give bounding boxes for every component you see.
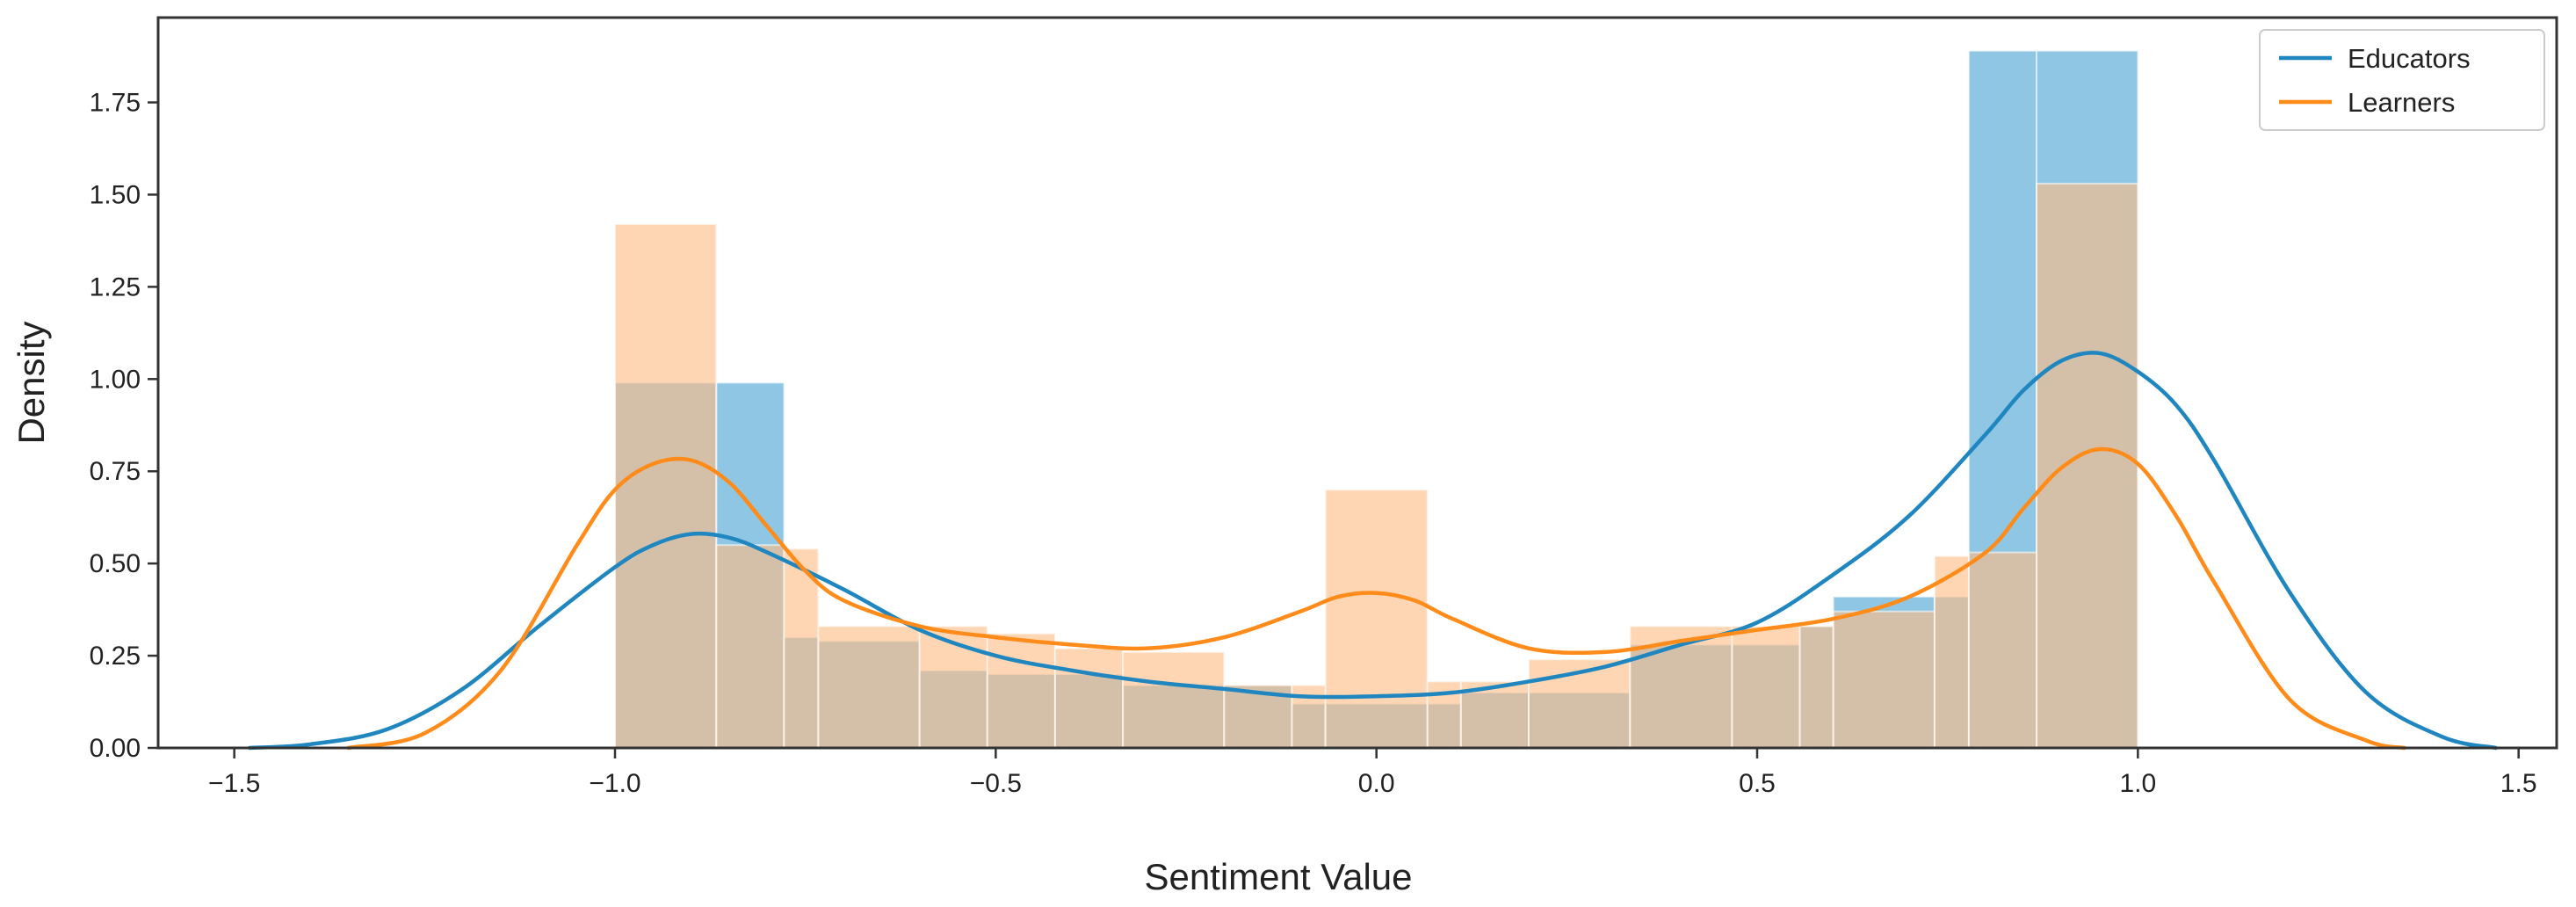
x-tick-label: −1.0 bbox=[589, 769, 640, 798]
histogram-bar-learners bbox=[614, 223, 718, 750]
histogram-bar-learners bbox=[1967, 551, 2038, 749]
legend-label-learners: Learners bbox=[2348, 87, 2455, 118]
x-tick-label: 0.5 bbox=[1739, 769, 1776, 798]
x-axis-ticks: −1.5 −1.0 −0.5 0.0 0.5 1.0 1.5 bbox=[208, 748, 2537, 798]
histogram-bar-learners bbox=[1324, 489, 1429, 749]
y-tick-label: 1.50 bbox=[90, 180, 141, 209]
histogram-bar-learners bbox=[783, 548, 820, 750]
y-tick-label: 0.25 bbox=[90, 642, 141, 671]
histogram-bar-learners bbox=[1122, 650, 1226, 749]
legend-box bbox=[2259, 29, 2545, 131]
y-tick-label: 0.50 bbox=[90, 549, 141, 578]
y-tick-label: 0.75 bbox=[90, 457, 141, 486]
histogram-bar-learners bbox=[1798, 625, 1834, 749]
y-tick-label: 0.00 bbox=[90, 734, 141, 763]
x-tick-label: 0.0 bbox=[1358, 769, 1395, 798]
histogram-bar-learners bbox=[1832, 610, 1936, 749]
histogram-bar-learners bbox=[918, 625, 988, 749]
x-tick-label: 1.0 bbox=[2119, 769, 2156, 798]
histogram-bar-learners bbox=[1459, 680, 1530, 749]
histogram-bars bbox=[614, 49, 2139, 750]
x-tick-label: −1.5 bbox=[208, 769, 260, 798]
x-axis-label: Sentiment Value bbox=[1144, 856, 1412, 897]
histogram-bar-learners bbox=[1731, 625, 1801, 749]
x-tick-label: −0.5 bbox=[970, 769, 1022, 798]
y-tick-label: 1.00 bbox=[90, 365, 141, 394]
histogram-bar-learners bbox=[1933, 555, 1970, 749]
y-axis-ticks: 0.00 0.25 0.50 0.75 1.00 1.25 1.50 1.75 bbox=[90, 89, 158, 763]
plot-frame bbox=[156, 16, 2558, 750]
kde-line-learners bbox=[346, 446, 2406, 751]
y-axis-label: Density bbox=[11, 321, 52, 444]
histogram-bar-learners bbox=[715, 544, 785, 750]
x-tick-label: 1.5 bbox=[2500, 769, 2537, 798]
y-tick-label: 1.25 bbox=[90, 272, 141, 301]
legend: Educators Learners bbox=[2259, 29, 2545, 131]
histogram-bar-learners bbox=[2036, 182, 2139, 749]
legend-label-educators: Educators bbox=[2348, 43, 2471, 74]
histogram-bar-learners bbox=[1053, 647, 1125, 750]
histogram-bar-learners bbox=[817, 625, 921, 749]
histogram-bar-learners bbox=[986, 632, 1056, 749]
kde-curves bbox=[247, 351, 2498, 751]
kde-line-educators bbox=[247, 351, 2498, 751]
y-tick-label: 1.75 bbox=[90, 89, 141, 118]
